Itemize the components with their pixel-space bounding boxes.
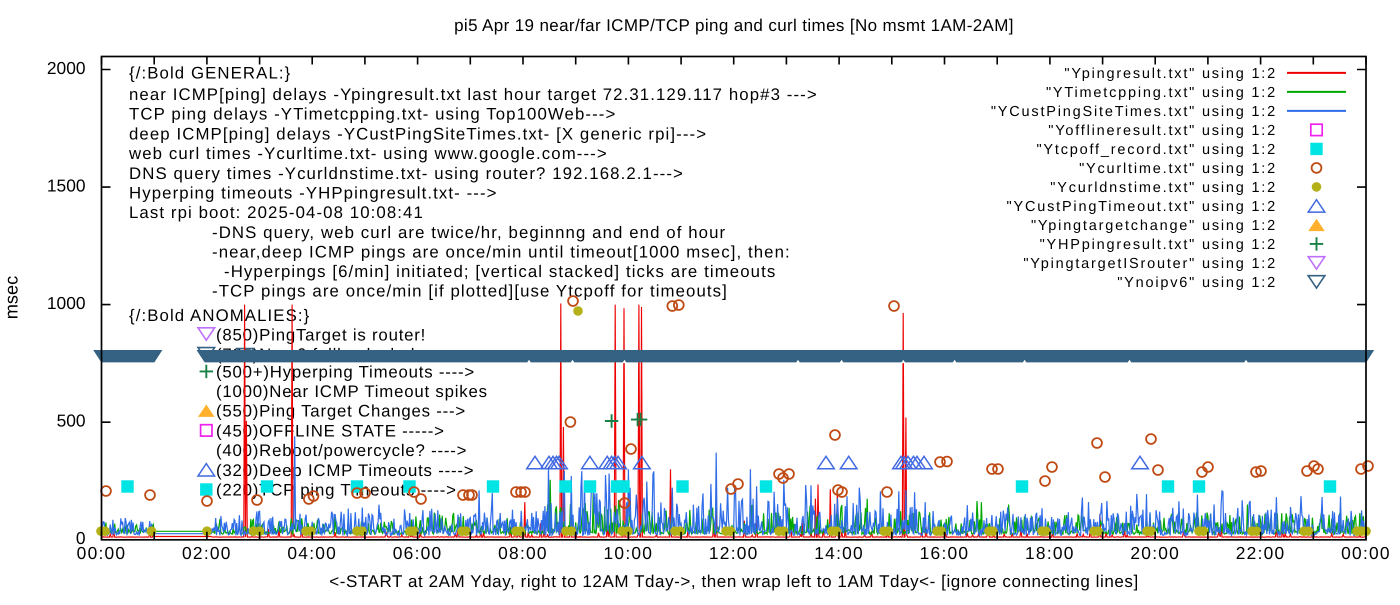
svg-text:08:00: 08:00: [498, 543, 548, 563]
svg-text:"YCustPingSiteTimes.txt" using: "YCustPingSiteTimes.txt" using 1:2: [991, 104, 1277, 120]
svg-text:1000: 1000: [47, 293, 86, 313]
svg-text:14:00: 14:00: [814, 543, 864, 563]
svg-text:{/:Bold ANOMALIES:}: {/:Bold ANOMALIES:}: [129, 306, 310, 325]
svg-text:DNS query times -Ycurldnstime.: DNS query times -Ycurldnstime.txt- using…: [129, 164, 684, 183]
svg-text:Hyperping timeouts -YHPpingres: Hyperping timeouts -YHPpingresult.txt- -…: [129, 184, 498, 203]
svg-text:"Ycurldnstime.txt" using 1:2: "Ycurldnstime.txt" using 1:2: [1050, 180, 1277, 196]
svg-text:00:00: 00:00: [1341, 543, 1391, 563]
svg-text:12:00: 12:00: [709, 543, 759, 563]
svg-text:02:00: 02:00: [182, 543, 232, 563]
svg-text:"Yofflineresult.txt" using 1:2: "Yofflineresult.txt" using 1:2: [1048, 123, 1277, 139]
svg-text:(550)Ping Target Changes --->: (550)Ping Target Changes --->: [216, 402, 466, 421]
svg-text:(320)Deep ICMP Timeouts ---->: (320)Deep ICMP Timeouts ---->: [216, 461, 474, 480]
svg-text:-DNS query, web curl are twice: -DNS query, web curl are twice/hr, begin…: [212, 223, 726, 242]
svg-text:"YCustPingTimeout.txt" using 1: "YCustPingTimeout.txt" using 1:2: [1007, 199, 1277, 215]
svg-text:06:00: 06:00: [393, 543, 443, 563]
svg-text:16:00: 16:00: [920, 543, 970, 563]
svg-text:web curl times -Ycurltime.txt-: web curl times -Ycurltime.txt- using www…: [128, 144, 608, 163]
svg-text:"Ypingresult.txt" using 1:2: "Ypingresult.txt" using 1:2: [1064, 66, 1277, 82]
svg-text:(850)PingTarget is router!: (850)PingTarget is router!: [216, 326, 426, 345]
svg-text:-Hyperpings [6/min] initiated;: -Hyperpings [6/min] initiated; [vertical…: [224, 262, 776, 281]
svg-text:-near,deep ICMP pings are once: -near,deep ICMP pings are once/min until…: [212, 243, 791, 262]
svg-text:-TCP pings are once/min [if pl: -TCP pings are once/min [if plotted][use…: [212, 282, 728, 301]
svg-text:18:00: 18:00: [1025, 543, 1075, 563]
svg-text:1500: 1500: [47, 175, 86, 195]
svg-text:<-START at 2AM Yday, right to: <-START at 2AM Yday, right to 12AM Tday-…: [329, 572, 1139, 591]
svg-text:near ICMP[ping] delays -Ypingr: near ICMP[ping] delays -Ypingresult.txt …: [129, 85, 818, 104]
svg-text:04:00: 04:00: [287, 543, 337, 563]
svg-text:deep ICMP[ping] delays -YCustP: deep ICMP[ping] delays -YCustPingSiteTim…: [129, 125, 707, 144]
svg-text:Last rpi boot: 2025-04-08 10:0: Last rpi boot: 2025-04-08 10:08:41: [129, 203, 424, 222]
svg-text:(1000)Near ICMP Timeout spikes: (1000)Near ICMP Timeout spikes: [216, 382, 488, 401]
svg-text:00:00: 00:00: [77, 543, 127, 563]
svg-text:"Ytcpoff_record.txt" using 1:2: "Ytcpoff_record.txt" using 1:2: [1036, 142, 1277, 158]
svg-text:"Ynoipv6" using 1:2: "Ynoipv6" using 1:2: [1117, 275, 1277, 291]
svg-text:500: 500: [57, 411, 86, 431]
svg-text:msec: msec: [2, 276, 22, 319]
svg-text:10:00: 10:00: [604, 543, 654, 563]
svg-text:{/:Bold GENERAL:}: {/:Bold GENERAL:}: [129, 64, 291, 83]
svg-text:TCP ping delays -YTimetcpping.: TCP ping delays -YTimetcpping.txt- using…: [129, 105, 616, 124]
svg-text:(450)OFFLINE STATE ----->: (450)OFFLINE STATE ----->: [216, 421, 445, 440]
svg-text:(500+)Hyperping Timeouts ---->: (500+)Hyperping Timeouts ---->: [216, 362, 475, 381]
svg-text:pi5 Apr 19 near/far ICMP/TCP: pi5 Apr 19 near/far ICMP/TCP ping and cu…: [454, 16, 1014, 35]
svg-text:"YHPpingresult.txt" using 1:2: "YHPpingresult.txt" using 1:2: [1040, 237, 1277, 253]
svg-text:20:00: 20:00: [1130, 543, 1180, 563]
svg-text:"YTimetcpping.txt" using 1:2: "YTimetcpping.txt" using 1:2: [1046, 85, 1277, 101]
svg-text:"YpingtargetISrouter" using 1:: "YpingtargetISrouter" using 1:2: [1023, 256, 1277, 272]
svg-text:(400)Reboot/powercycle? ---->: (400)Reboot/powercycle? ---->: [216, 441, 467, 460]
svg-text:22:00: 22:00: [1236, 543, 1286, 563]
svg-text:(220)TCP ping Timeouts ---->: (220)TCP ping Timeouts ---->: [216, 481, 457, 500]
svg-text:2000: 2000: [47, 58, 86, 78]
svg-text:0: 0: [76, 528, 86, 548]
svg-text:"Ypingtargetchange" using 1:2: "Ypingtargetchange" using 1:2: [1031, 218, 1277, 234]
svg-text:"Ycurltime.txt" using 1:2: "Ycurltime.txt" using 1:2: [1079, 161, 1277, 177]
